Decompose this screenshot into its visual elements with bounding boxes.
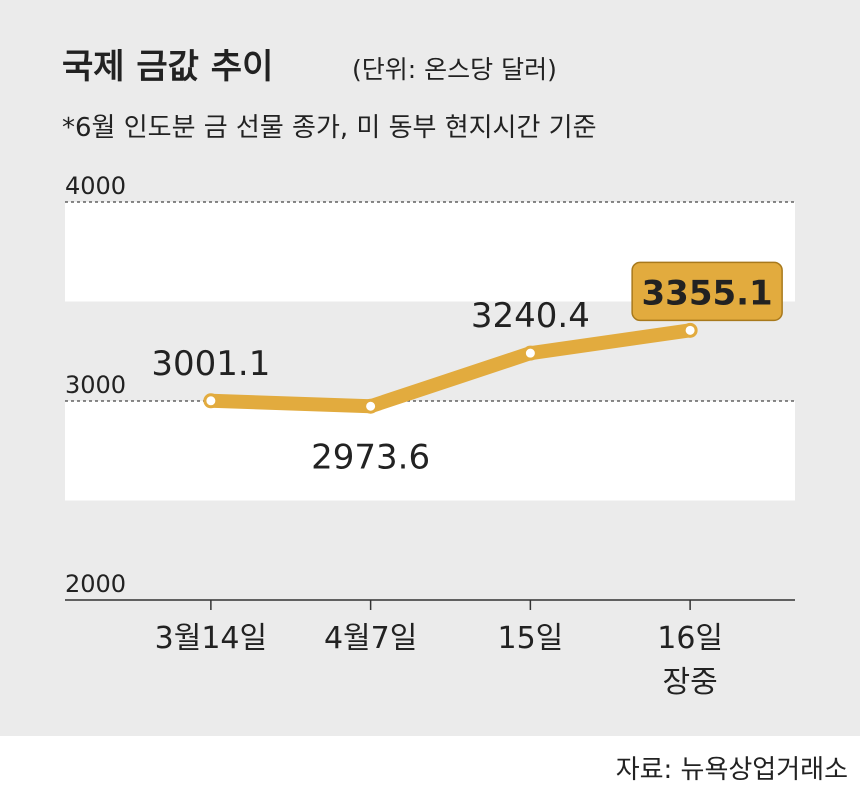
y-tick-label: 3000: [65, 371, 126, 399]
point: [363, 398, 379, 414]
chart-subtitle: *6월 인도분 금 선물 종가, 미 동부 현지시간 기준: [62, 113, 596, 143]
source: 자료: 뉴욕상업거래소: [616, 755, 848, 785]
x-tick-label: 4월7일: [324, 621, 417, 656]
value-label: 2973.6: [311, 437, 430, 477]
chart-unit: (단위: 온스당 달러): [352, 55, 557, 84]
point: [682, 322, 698, 338]
y-tick-label: 4000: [65, 172, 126, 200]
x-tick-label: 15일: [497, 621, 563, 656]
y-tick-label: 2000: [65, 570, 126, 598]
point: [203, 393, 219, 409]
grid-band: [65, 401, 795, 501]
x-tick-label: 3월14일: [155, 621, 267, 656]
value-label: 3001.1: [151, 344, 270, 384]
chart-background: [0, 0, 860, 736]
line: [203, 323, 698, 414]
highlight-box: [631, 261, 783, 322]
x-tick-label: 16일 장중: [657, 621, 723, 700]
point: [522, 345, 538, 361]
value-label: 3355.1: [642, 273, 773, 313]
value-label: 3240.4: [471, 296, 590, 336]
chart-title: 국제 금값 추이: [62, 47, 273, 87]
